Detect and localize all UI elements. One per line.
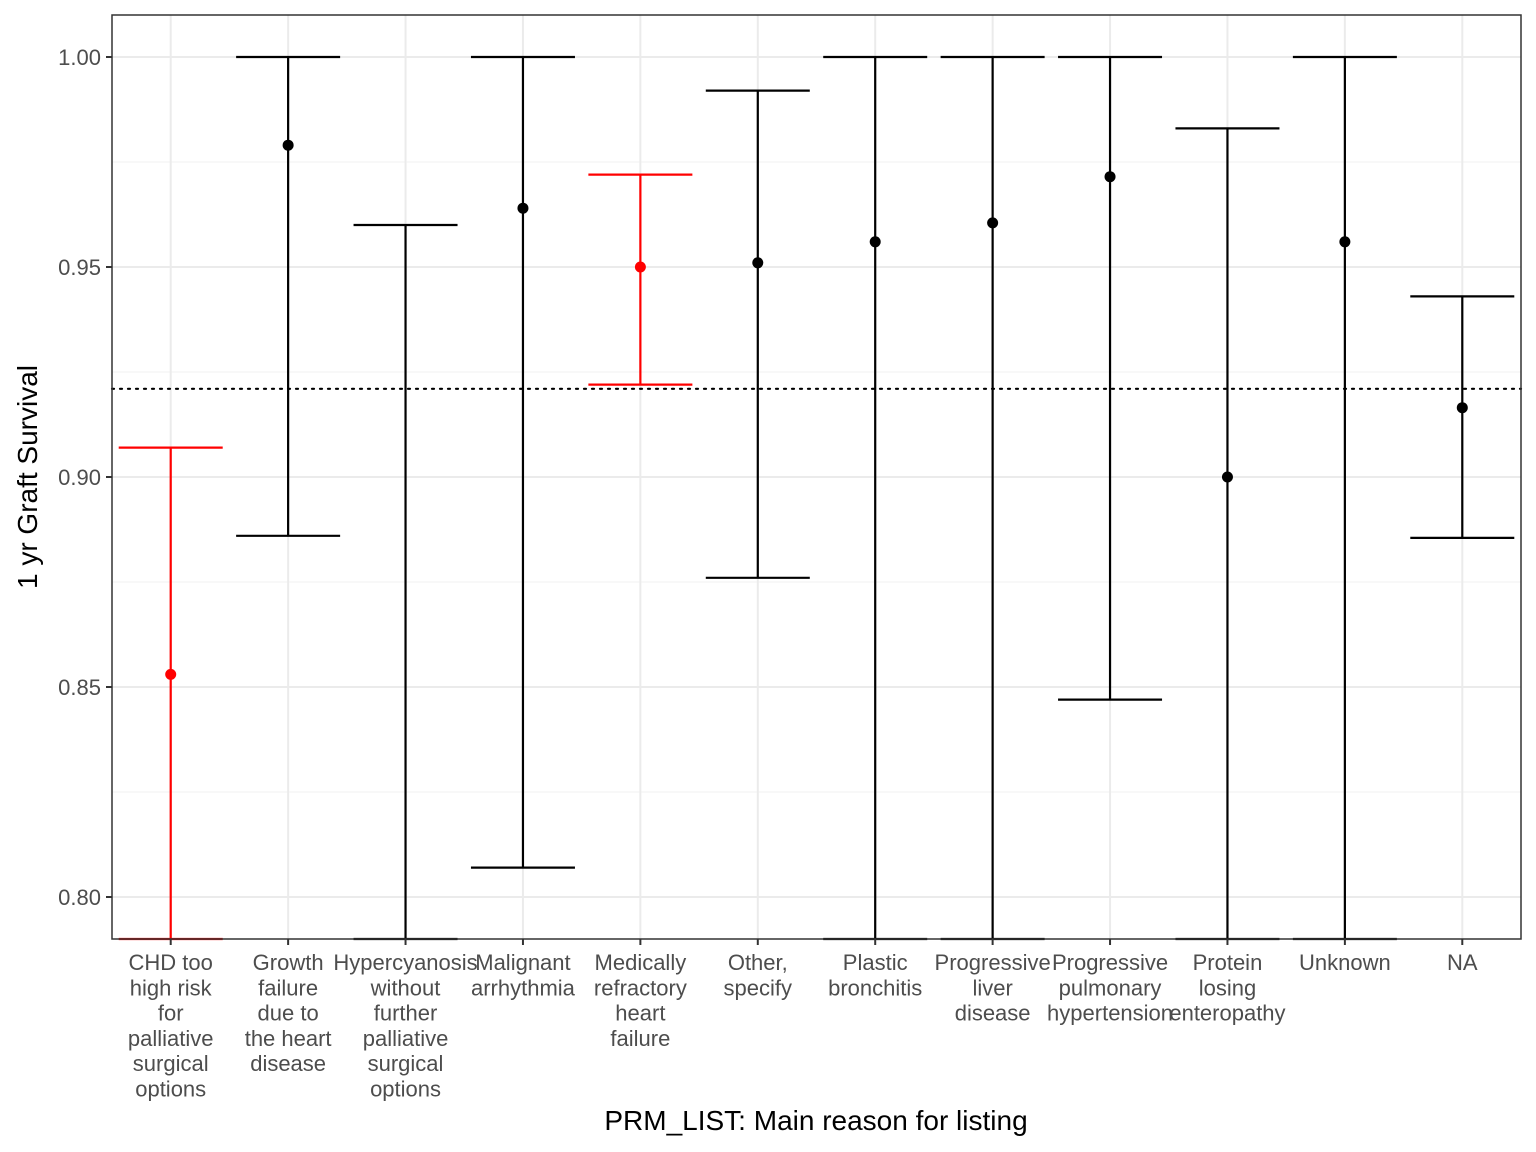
x-tick-label: Hypercyanosis without further palliative sur… — [333, 950, 477, 1102]
errorbar-marks — [118, 55, 1515, 941]
point-estimate — [869, 236, 881, 248]
x-tick-label: NA — [1447, 950, 1478, 975]
x-tick-label: Progressive liver disease — [935, 950, 1051, 1026]
y-axis-title: 1 yr Graft Survival — [12, 365, 43, 589]
y-tick-label: 0.80 — [58, 885, 101, 910]
errorbar — [588, 173, 693, 386]
y-tick-label: 0.85 — [58, 675, 101, 700]
x-tick-label: Medically refractory heart failure — [594, 950, 687, 1051]
y-axis: 0.80 0.85 0.90 0.95 1.00 — [58, 45, 112, 910]
point-estimate — [987, 217, 999, 229]
x-axis-title: PRM_LIST: Main reason for listing — [604, 1105, 1027, 1136]
x-tick-label: Plastic bronchitis — [828, 950, 922, 1000]
point-estimate — [752, 257, 764, 269]
point-estimate — [165, 668, 177, 680]
errorbar — [1410, 295, 1515, 540]
x-tick-label: Progressive pulmonary hypertension — [1047, 950, 1173, 1026]
point-estimate — [634, 261, 646, 273]
minor-gridlines — [112, 161, 1521, 793]
point-estimate — [517, 202, 529, 214]
errorbar — [236, 55, 341, 537]
errorbar — [705, 89, 810, 579]
x-tick-label: Protein losing enteropathy — [1169, 950, 1285, 1026]
x-tick-label: Malignant arrhythmia — [471, 950, 576, 1000]
x-tick-label: Other, specify — [724, 950, 792, 1000]
errorbar — [470, 55, 575, 869]
x-axis: CHD too high risk for palliative surgical opt… — [128, 939, 1478, 1102]
x-tick-label: Growth failure due to the heart disease — [245, 950, 332, 1076]
point-estimate — [1221, 471, 1233, 483]
x-tick-label: Unknown — [1299, 950, 1391, 975]
y-tick-label: 0.90 — [58, 465, 101, 490]
x-tick-label: CHD too high risk for palliative surgical opt… — [128, 950, 214, 1102]
errorbar — [1058, 55, 1163, 701]
point-estimate — [1339, 236, 1351, 248]
point-estimate — [282, 139, 294, 151]
y-tick-label: 1.00 — [58, 45, 101, 70]
point-estimate — [1104, 171, 1116, 183]
y-tick-label: 0.95 — [58, 255, 101, 280]
point-estimate — [1456, 402, 1468, 414]
